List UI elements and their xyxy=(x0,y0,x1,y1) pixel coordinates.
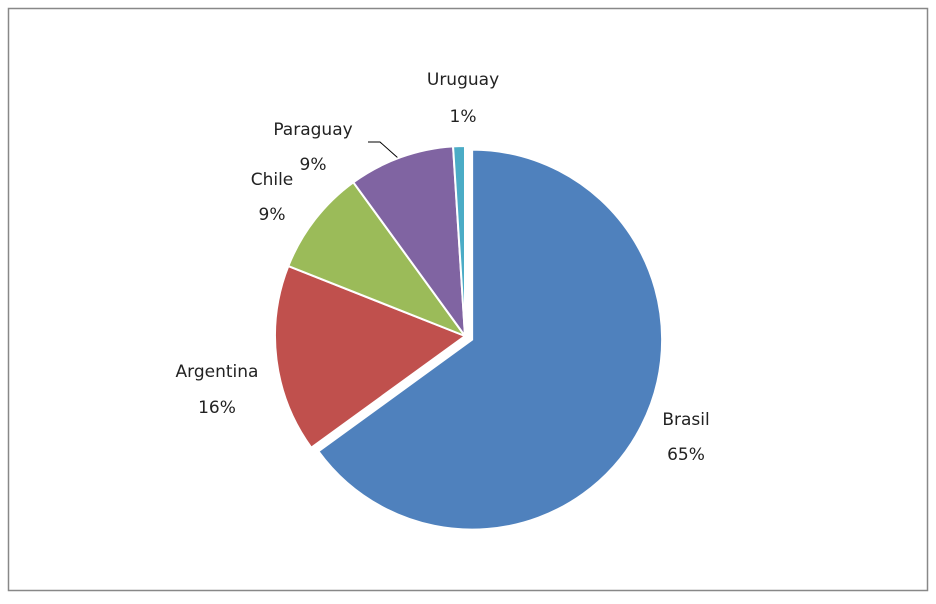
slice-value-label: 9% xyxy=(259,205,286,225)
slice-label: Paraguay xyxy=(273,120,352,140)
slice-label: Chile xyxy=(251,170,294,190)
leader-line xyxy=(368,141,399,159)
slice-label: Brasil xyxy=(662,410,709,430)
slice-value-label: 1% xyxy=(450,107,477,127)
pie-slice xyxy=(452,144,466,337)
pie-slice xyxy=(351,145,467,340)
pie-slice xyxy=(287,180,468,339)
slice-value-label: 65% xyxy=(667,445,705,465)
slice-value-label: 9% xyxy=(300,155,327,175)
slice-label: Uruguay xyxy=(427,70,499,90)
pie-slice xyxy=(317,148,664,531)
slice-label: Argentina xyxy=(176,362,259,382)
slice-value-label: 16% xyxy=(198,398,236,418)
pie-slice xyxy=(274,264,468,450)
